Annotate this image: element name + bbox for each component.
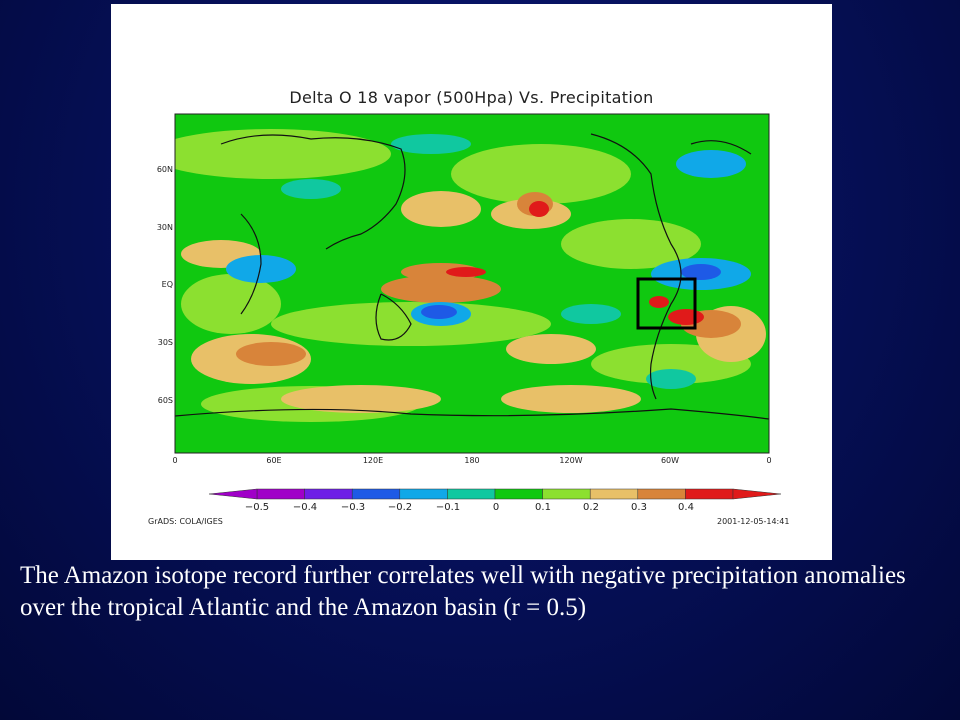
colorbar-arrow-left xyxy=(208,488,258,500)
lon-label-120w: 120W xyxy=(559,456,583,465)
colorbar-swatch xyxy=(685,488,734,500)
lat-label-60s: 60S xyxy=(157,396,173,405)
colorbar-label: 0.1 xyxy=(535,502,551,513)
colorbar-swatch xyxy=(637,488,686,500)
lat-label-30s: 30S xyxy=(157,338,173,347)
colorbar xyxy=(208,488,782,500)
colorbar-swatch xyxy=(542,488,591,500)
slide-caption: The Amazon isotope record further correl… xyxy=(20,562,906,621)
lon-label-60e: 60E xyxy=(266,456,282,465)
colorbar-label: 0.4 xyxy=(678,502,694,513)
lon-label-0: 0 xyxy=(172,456,178,465)
colorbar-label: −0.3 xyxy=(340,502,366,513)
colorbar-label: −0.1 xyxy=(435,502,461,513)
colorbar-label: −0.2 xyxy=(387,502,413,513)
map-field xyxy=(175,114,769,453)
figure-panel: Delta O 18 vapor (500Hpa) Vs. Precipitat… xyxy=(111,4,832,560)
credit-left: GrADS: COLA/IGES xyxy=(148,517,223,526)
lon-label-180: 180 xyxy=(464,456,480,465)
lat-label-60n: 60N xyxy=(156,165,173,174)
colorbar-label: −0.5 xyxy=(244,502,270,513)
lon-label-0-east: 0 xyxy=(766,456,772,465)
lon-label-120e: 120E xyxy=(362,456,384,465)
map-title: Delta O 18 vapor (500Hpa) Vs. Precipitat… xyxy=(289,88,654,107)
colorbar-arrow-right xyxy=(732,488,782,500)
credit-right: 2001-12-05-14:41 xyxy=(717,517,790,526)
colorbar-label: 0 xyxy=(492,502,500,513)
lat-label-30n: 30N xyxy=(156,223,173,232)
colorbar-label: 0.2 xyxy=(583,502,599,513)
colorbar-swatch xyxy=(351,488,401,500)
colorbar-swatch xyxy=(494,488,543,500)
correlation-map xyxy=(174,113,782,500)
lon-label-60w: 60W xyxy=(660,456,680,465)
colorbar-swatch xyxy=(399,488,448,500)
colorbar-label: 0.3 xyxy=(631,502,647,513)
colorbar-label: −0.4 xyxy=(292,502,318,513)
colorbar-swatch xyxy=(256,488,305,500)
colorbar-swatch xyxy=(304,488,353,500)
colorbar-swatch xyxy=(589,488,639,500)
colorbar-swatch xyxy=(447,488,496,500)
lat-label-eq: EQ xyxy=(161,280,173,289)
amazon-highlight-box xyxy=(636,277,697,330)
